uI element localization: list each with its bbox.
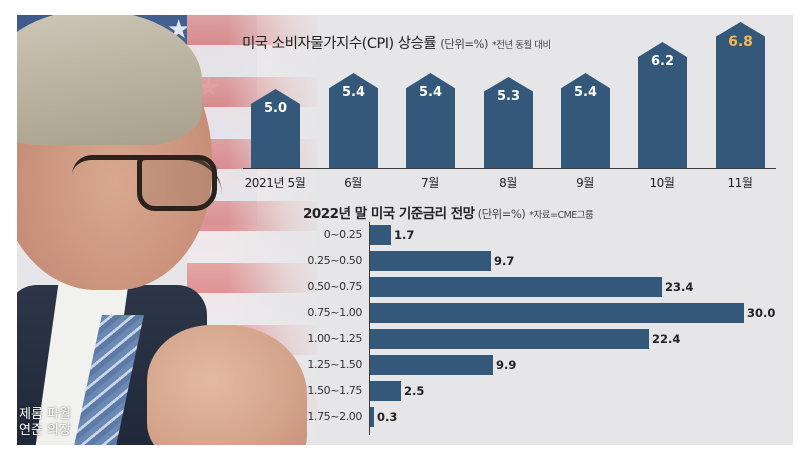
rate-title-text: 2022년 말 미국 기준금리 전망 bbox=[303, 206, 475, 222]
rate-bar-value: 22.4 bbox=[652, 332, 681, 346]
rate-bar bbox=[370, 407, 374, 427]
cpi-bar-value: 6.8 bbox=[728, 34, 753, 50]
cpi-bar-value: 6.2 bbox=[650, 54, 675, 69]
rate-note: *자료=CME그룹 bbox=[529, 210, 594, 221]
cpi-unit: (단위=%) bbox=[440, 37, 488, 51]
cpi-bar: 5.4 bbox=[406, 73, 455, 168]
rate-bar-value: 2.5 bbox=[404, 384, 425, 398]
cpi-bar-value: 5.4 bbox=[341, 85, 366, 100]
rate-bar-value: 1.7 bbox=[394, 228, 415, 242]
cpi-category-label: 10월 bbox=[649, 176, 675, 190]
rate-category-label: 0~0.25 bbox=[323, 228, 363, 241]
rate-category-label: 1.75~2.00 bbox=[307, 410, 362, 423]
rate-bar-value: 9.7 bbox=[494, 254, 515, 268]
rate-category-label: 1.25~1.50 bbox=[307, 358, 362, 371]
rate-bar-value: 23.4 bbox=[665, 280, 694, 294]
rate-chart-title: 2022년 말 미국 기준금리 전망 (단위=%) *자료=CME그룹 bbox=[303, 202, 594, 222]
rate-axis bbox=[369, 222, 370, 435]
cpi-chart-title: 미국 소비자물가지수(CPI) 상승률 (단위=%) *전년 동월 대비 bbox=[242, 32, 551, 53]
photo-jerome-powell: ★ ★ 제롬 파월 연준 의장 bbox=[17, 15, 317, 445]
rate-bar-value: 0.3 bbox=[377, 410, 398, 424]
rate-bar bbox=[370, 355, 493, 375]
rate-bar bbox=[370, 381, 401, 401]
glasses-lens bbox=[137, 155, 217, 211]
rate-bar bbox=[370, 329, 649, 349]
cpi-bar: 5.4 bbox=[329, 73, 378, 168]
rate-bar bbox=[370, 303, 744, 323]
photo-caption: 제롬 파월 연준 의장 bbox=[19, 407, 71, 439]
rate-bar bbox=[370, 277, 662, 297]
cpi-bar-value: 5.0 bbox=[263, 101, 288, 116]
cpi-bar: 5.0 bbox=[251, 89, 300, 168]
cpi-note: *전년 동월 대비 bbox=[491, 40, 551, 51]
rate-category-label: 0.75~1.00 bbox=[307, 306, 362, 319]
hands bbox=[147, 325, 307, 445]
cpi-category-label: 6월 bbox=[344, 176, 362, 190]
rate-bar bbox=[370, 251, 491, 271]
cpi-category-label: 8월 bbox=[499, 176, 517, 190]
cpi-bar: 5.4 bbox=[561, 73, 610, 168]
cpi-category-label: 9월 bbox=[576, 176, 594, 190]
rate-bar bbox=[370, 225, 391, 245]
cpi-baseline bbox=[243, 168, 776, 169]
hair bbox=[17, 15, 202, 145]
cpi-title-text: 미국 소비자물가지수(CPI) 상승률 bbox=[242, 36, 437, 52]
rate-category-label: 1.00~1.25 bbox=[307, 332, 362, 345]
rate-category-label: 0.25~0.50 bbox=[307, 254, 362, 267]
rate-bar-value: 9.9 bbox=[496, 358, 517, 372]
caption-role: 연준 의장 bbox=[19, 423, 71, 438]
rate-bar-value: 30.0 bbox=[747, 306, 776, 320]
cpi-bar-value: 5.4 bbox=[573, 85, 598, 100]
cpi-category-label: 11월 bbox=[727, 176, 753, 190]
infographic: ★ ★ 제롬 파월 연준 의장 미국 소비자물가지수(CPI) 상승률(단위=%… bbox=[17, 15, 793, 445]
cpi-bar: 6.2 bbox=[638, 42, 687, 168]
cpi-category-label: 7월 bbox=[421, 176, 439, 190]
cpi-bar: 5.3 bbox=[484, 77, 533, 168]
cpi-category-label: 2021년 5월 bbox=[244, 176, 306, 190]
rate-unit: (단위=%) bbox=[477, 207, 526, 221]
cpi-bar: 6.8 bbox=[716, 22, 765, 168]
caption-name: 제롬 파월 bbox=[19, 407, 71, 422]
rate-category-label: 1.50~1.75 bbox=[307, 384, 362, 397]
cpi-bar-value: 5.3 bbox=[496, 89, 521, 104]
rate-category-label: 0.50~0.75 bbox=[307, 280, 362, 293]
cpi-bar-value: 5.4 bbox=[418, 85, 443, 100]
